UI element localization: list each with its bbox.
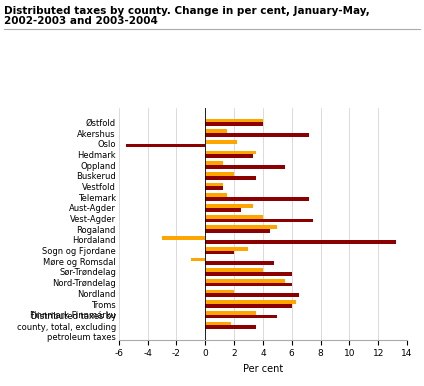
Bar [205, 218, 313, 222]
Bar [205, 186, 223, 190]
Bar [205, 304, 292, 308]
Bar [205, 215, 263, 218]
X-axis label: Per cent: Per cent [243, 364, 283, 374]
Bar [205, 247, 248, 251]
Bar [205, 176, 256, 179]
Text: 2002-2003 and 2003-2004: 2002-2003 and 2003-2004 [4, 16, 158, 26]
Bar [205, 268, 263, 272]
Bar [205, 204, 253, 208]
Bar [205, 140, 237, 144]
Bar [162, 236, 205, 240]
Bar [205, 283, 292, 286]
Bar [205, 251, 234, 254]
Bar [205, 315, 277, 318]
Bar [205, 165, 285, 169]
Bar [205, 290, 234, 293]
Bar [205, 240, 396, 244]
Bar [205, 325, 256, 329]
Bar [205, 300, 296, 304]
Bar [126, 144, 205, 147]
Bar [205, 172, 234, 176]
Bar [205, 322, 231, 325]
Bar [205, 279, 285, 283]
Bar [205, 272, 292, 276]
Bar [205, 261, 274, 265]
Bar [205, 154, 253, 158]
Bar [205, 122, 263, 126]
Text: Distributed taxes by county. Change in per cent, January-May,: Distributed taxes by county. Change in p… [4, 6, 370, 16]
Bar [205, 293, 299, 297]
Bar [205, 183, 223, 186]
Bar [205, 151, 256, 154]
Bar [205, 161, 223, 165]
Bar [205, 133, 309, 137]
Bar [205, 229, 270, 233]
Bar [191, 257, 205, 261]
Bar [205, 129, 227, 133]
Bar [205, 197, 309, 201]
Bar [205, 311, 256, 315]
Bar [205, 208, 241, 212]
Bar [205, 119, 263, 122]
Bar [205, 225, 277, 229]
Bar [205, 193, 227, 197]
